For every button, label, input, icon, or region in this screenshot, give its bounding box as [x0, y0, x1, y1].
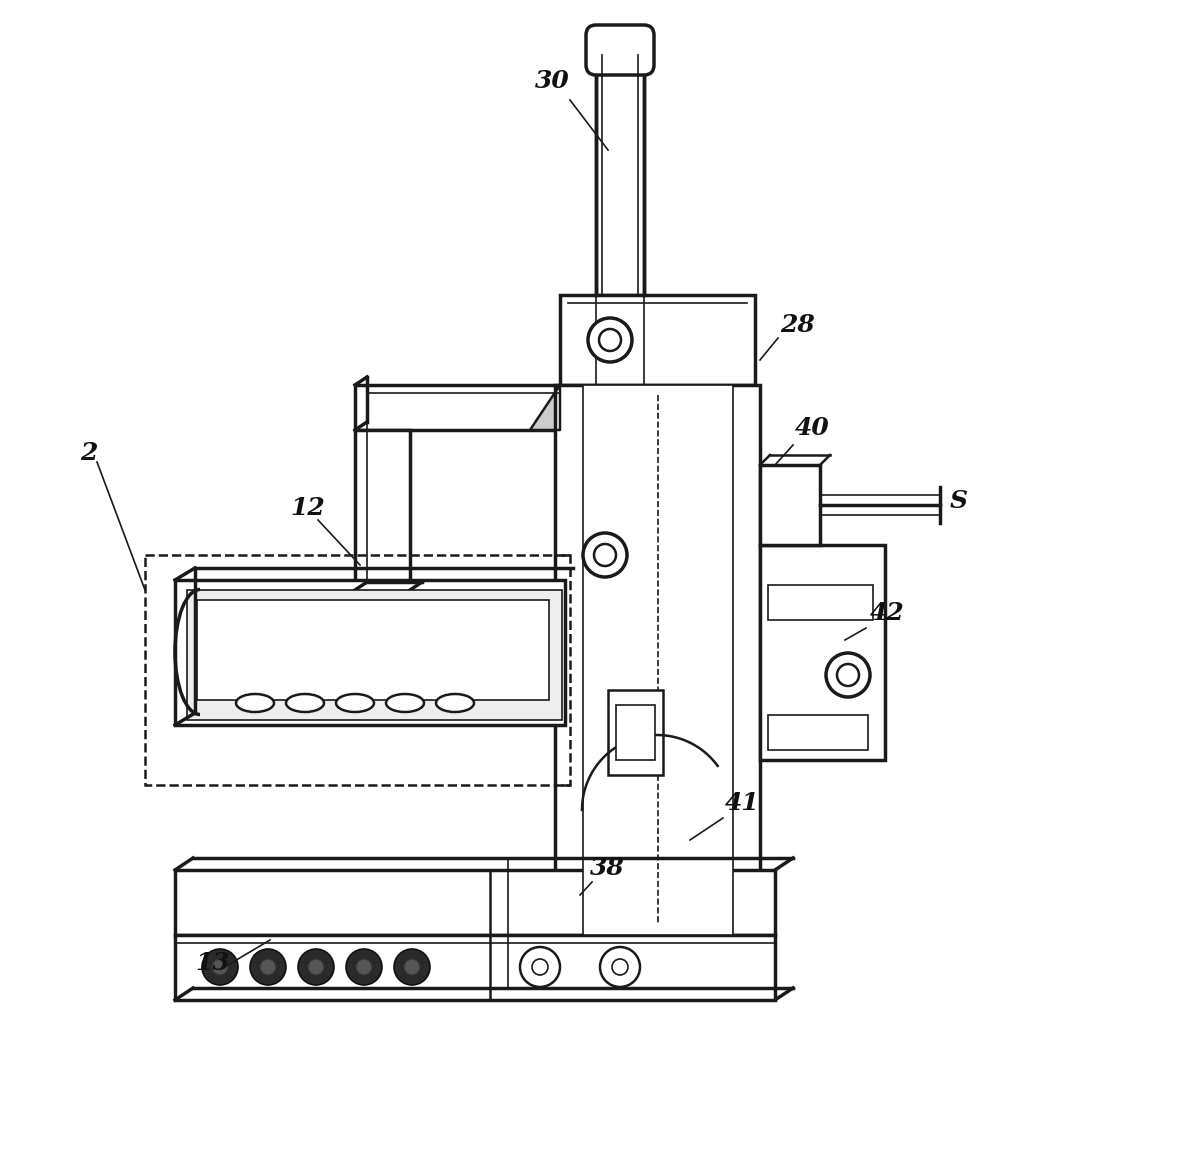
Circle shape: [599, 329, 621, 351]
Ellipse shape: [436, 694, 474, 712]
Circle shape: [394, 949, 430, 985]
Bar: [767, 715, 868, 750]
Ellipse shape: [336, 694, 374, 712]
Bar: [145, 555, 570, 785]
Polygon shape: [530, 385, 560, 430]
Circle shape: [298, 949, 334, 985]
Circle shape: [404, 959, 421, 975]
Text: 41: 41: [725, 791, 760, 815]
Circle shape: [594, 544, 617, 566]
Circle shape: [520, 947, 560, 987]
Ellipse shape: [236, 694, 274, 712]
Bar: [555, 385, 760, 935]
Bar: [608, 690, 663, 775]
Bar: [175, 935, 775, 1000]
Bar: [767, 585, 873, 620]
Text: S: S: [950, 488, 968, 513]
Circle shape: [532, 959, 548, 975]
Bar: [560, 295, 756, 385]
Ellipse shape: [386, 694, 424, 712]
Bar: [596, 55, 644, 295]
Circle shape: [826, 652, 870, 697]
Circle shape: [600, 947, 640, 987]
Circle shape: [588, 317, 632, 362]
Circle shape: [612, 959, 628, 975]
Bar: [760, 545, 885, 759]
Circle shape: [308, 959, 324, 975]
Text: 2: 2: [80, 441, 97, 465]
Bar: [175, 580, 565, 725]
Bar: [187, 590, 562, 720]
Text: 13: 13: [195, 951, 229, 975]
Bar: [583, 385, 733, 935]
Bar: [355, 385, 560, 430]
Bar: [355, 430, 410, 590]
Bar: [197, 600, 549, 700]
FancyBboxPatch shape: [586, 24, 655, 74]
Text: 38: 38: [590, 856, 625, 880]
Circle shape: [202, 949, 238, 985]
Text: 30: 30: [535, 69, 570, 93]
Circle shape: [249, 949, 286, 985]
Bar: [760, 465, 820, 545]
Ellipse shape: [286, 694, 324, 712]
Circle shape: [356, 959, 372, 975]
Text: 40: 40: [795, 416, 829, 440]
Circle shape: [838, 664, 859, 686]
Circle shape: [211, 959, 228, 975]
Text: 42: 42: [870, 601, 905, 625]
Bar: [175, 870, 775, 935]
Text: 28: 28: [781, 313, 815, 337]
Circle shape: [346, 949, 383, 985]
Text: 12: 12: [290, 495, 324, 520]
Bar: [617, 705, 655, 759]
Circle shape: [260, 959, 276, 975]
Circle shape: [583, 533, 627, 577]
